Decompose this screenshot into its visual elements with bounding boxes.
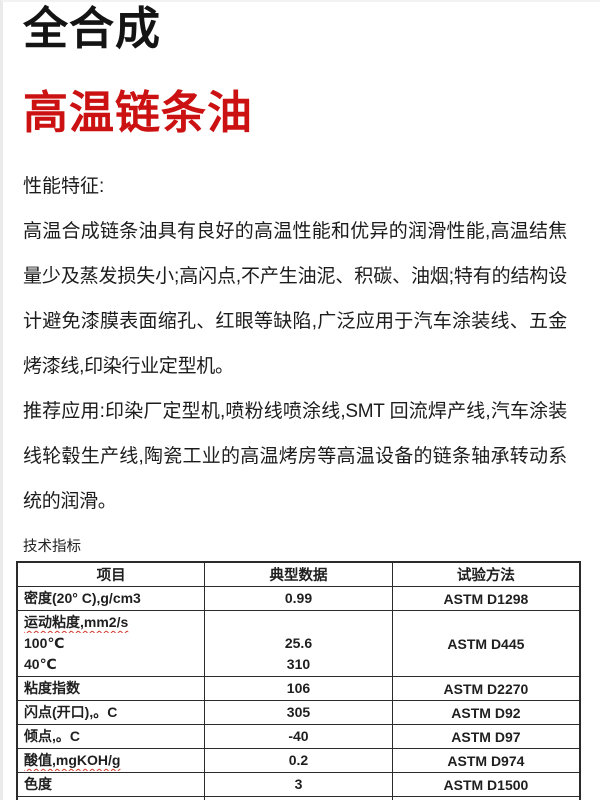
performance-paragraph: 高温合成链条油具有良好的高温性能和优异的润滑性能,高温结焦量少及蒸发损失小;高闪… bbox=[23, 221, 567, 377]
spec-value-cell: 106 bbox=[204, 676, 393, 701]
applications-paragraph: 推荐应用:印染厂定型机,喷粉线喷涂线,SMT 回流焊产线,汽车涂装线轮毂生产线,… bbox=[23, 401, 567, 512]
spec-item-cell: 碘值,mgKOH/g bbox=[16, 796, 206, 800]
spec-value-cell: -40 bbox=[204, 724, 393, 749]
performance-heading: 性能特征: bbox=[23, 176, 105, 197]
product-name-title: 高温链条油 bbox=[23, 87, 254, 138]
spec-method-cell: ASTM D5554 bbox=[391, 796, 581, 800]
spec-item-cell: 色度 bbox=[16, 772, 206, 797]
spec-row: 色度 3 ASTM D1500 bbox=[16, 772, 581, 797]
spec-value-cell: 3 bbox=[204, 772, 393, 797]
spec-item-cell: 闪点(开口),。C bbox=[16, 700, 206, 725]
spec-method-cell: ASTM D92 bbox=[391, 700, 581, 725]
spec-value-cell: 0.99 bbox=[204, 586, 393, 611]
spec-row: 闪点(开口),。C 305 ASTM D92 bbox=[16, 700, 581, 725]
col-header-item: 项目 bbox=[16, 561, 206, 587]
spec-row: 粘度指数 106 ASTM D2270 bbox=[16, 676, 581, 701]
spec-row: 密度(20° C),g/cm3 0.99 ASTM D1298 bbox=[16, 586, 581, 611]
spec-method-cell: ASTM D1500 bbox=[391, 772, 581, 797]
specs-header-row: 项目 典型数据 试验方法 bbox=[16, 561, 581, 587]
spec-method-cell: ASTM D2270 bbox=[391, 676, 581, 701]
specs-table-caption: 技术指标 bbox=[23, 539, 81, 555]
spec-value-cell: <1 bbox=[204, 796, 393, 800]
spec-item-cell: 密度(20° C),g/cm3 bbox=[16, 586, 206, 611]
product-line-title: 全合成 bbox=[23, 3, 162, 54]
spec-method-cell: ASTM D445 bbox=[391, 610, 581, 677]
col-header-test-method: 试验方法 bbox=[391, 561, 581, 587]
spec-row: 倾点,。C -40 ASTM D97 bbox=[16, 724, 581, 749]
spec-method-cell: ASTM D97 bbox=[391, 724, 581, 749]
spec-item-cell: 酸值,mgKOH/g bbox=[16, 748, 206, 773]
spec-row: 酸值,mgKOH/g 0.2 ASTM D974 bbox=[16, 748, 581, 773]
specs-table: 项目 典型数据 试验方法 密度(20° C),g/cm3 0.99 ASTM D12… bbox=[16, 561, 581, 800]
spec-row: 碘值,mgKOH/g<1ASTM D5554 bbox=[16, 796, 581, 800]
spec-method-cell: ASTM D1298 bbox=[391, 586, 581, 611]
spec-value-cell: 25.6 310 bbox=[204, 610, 393, 677]
spec-item-cell: 倾点,。C bbox=[16, 724, 206, 749]
spec-row: 运动粘度,mm2/s 100℃ 40℃ 25.6 310 ASTM D445 bbox=[16, 610, 581, 677]
spec-value-cell: 0.2 bbox=[204, 748, 393, 773]
spec-value-cell: 305 bbox=[204, 700, 393, 725]
document-content: 全合成 高温链条油 性能特征: 高温合成链条油具有良好的高温性能和优异的润滑性能… bbox=[3, 2, 581, 800]
col-header-typical-data: 典型数据 bbox=[204, 561, 393, 587]
spec-item-cell: 粘度指数 bbox=[16, 676, 206, 701]
spec-method-cell: ASTM D974 bbox=[391, 748, 581, 773]
spec-item-cell: 运动粘度,mm2/s 100℃ 40℃ bbox=[16, 610, 206, 677]
